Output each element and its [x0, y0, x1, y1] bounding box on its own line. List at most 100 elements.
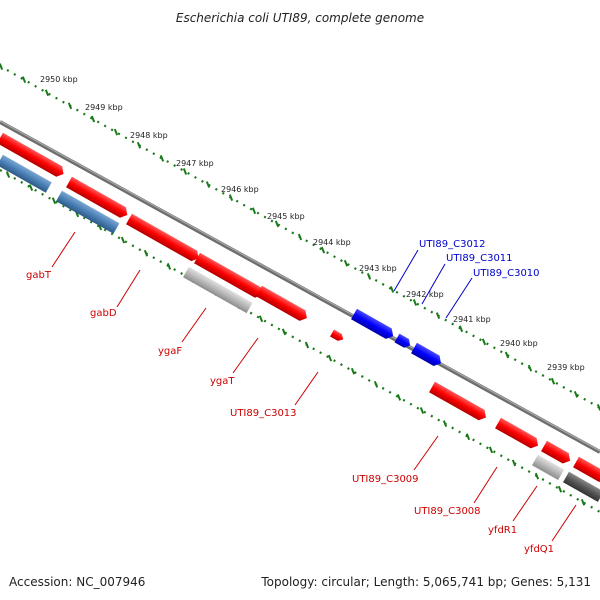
gene-bar-steel-2[interactable] — [56, 190, 120, 234]
outer-ruler-tick — [251, 207, 257, 215]
outer-ruler-tick — [504, 351, 510, 359]
gene-label-UTI89_C3011[interactable]: UTI89_C3011 — [446, 253, 513, 264]
inner-ruler-tick — [51, 197, 57, 205]
outer-ruler-tick — [550, 377, 556, 385]
inner-ruler-tick — [419, 407, 425, 414]
tick-label-2948: 2948 kbp — [130, 131, 168, 140]
outer-ruler-tick — [527, 364, 533, 372]
tick-label-2949: 2949 kbp — [85, 103, 123, 112]
inner-ruler-tick — [557, 485, 563, 493]
outer-ruler-tick — [159, 154, 165, 162]
gene-bar-yfdQ1-red[interactable] — [573, 456, 600, 485]
tick-label-2940: 2940 kbp — [500, 339, 538, 348]
inner-ruler-tick — [350, 367, 356, 375]
gene-bar-ygaF-red[interactable] — [126, 213, 202, 264]
inner-ruler-tick — [373, 380, 379, 388]
outer-ruler-tick — [412, 299, 418, 306]
tick-marks — [0, 63, 600, 506]
gene-bar-ygaT[interactable] — [194, 252, 265, 300]
gene-bar-dark-1[interactable] — [563, 471, 600, 502]
inner-ruler-tick — [327, 354, 333, 362]
tick-label-2942: 2942 kbp — [406, 290, 444, 299]
gene-labels: gabT gabD ygaF ygaT UTI89_C3013 UTI89_C3… — [26, 239, 554, 555]
outer-ruler-tick — [182, 168, 188, 175]
inner-ruler-tick — [488, 446, 494, 454]
outer-ruler-tick — [297, 233, 303, 241]
outer-ruler-tick — [458, 325, 464, 333]
gene-features — [0, 132, 600, 502]
outer-ruler-tick — [274, 220, 280, 228]
outer-ruler-tick — [481, 338, 487, 346]
outer-ruler-tick — [21, 76, 27, 84]
backbone-line — [0, 120, 600, 454]
tick-labels: 2950 kbp 2949 kbp 2948 kbp 2947 kbp 2946… — [40, 75, 585, 372]
gene-label-ygaF[interactable]: ygaF — [158, 346, 182, 357]
outer-ruler-tick — [389, 286, 395, 293]
gene-label-ygaT[interactable]: ygaT — [210, 376, 235, 387]
inner-ruler-tick — [580, 498, 586, 506]
gene-label-gabD[interactable]: gabD — [90, 308, 117, 319]
gene-bar-UTI89_C3013[interactable] — [256, 285, 310, 324]
gene-label-UTI89_C3012[interactable]: UTI89_C3012 — [419, 239, 486, 250]
inner-ruler-tick — [396, 394, 402, 401]
tick-label-2941: 2941 kbp — [453, 315, 491, 324]
gene-bar-UTI89_C3012[interactable] — [351, 308, 396, 342]
outer-ruler-tick — [205, 181, 211, 188]
tick-label-2945: 2945 kbp — [267, 212, 305, 221]
tick-label-2947: 2947 kbp — [176, 159, 214, 168]
gene-bar-small-red[interactable] — [330, 329, 345, 343]
inner-ruler-tick — [28, 184, 34, 192]
inner-ruler-tick — [465, 433, 471, 441]
outer-ruler-tick — [573, 390, 579, 398]
gene-label-UTI89_C3008[interactable]: UTI89_C3008 — [414, 506, 481, 517]
inner-ruler-tick — [442, 420, 448, 428]
outer-ruler-tick — [435, 312, 441, 320]
inner-ruler-tick — [5, 171, 11, 178]
outer-ruler-tick — [136, 141, 142, 149]
outer-ruler-tick — [366, 272, 372, 280]
inner-ruler-tick — [534, 472, 540, 480]
gene-bar-gabT[interactable] — [0, 132, 66, 179]
inner-ruler-tick — [304, 341, 310, 349]
gene-bar-UTI89_C3008[interactable] — [495, 417, 541, 451]
gene-bar-gabD[interactable] — [66, 176, 130, 220]
gene-bar-gray-2[interactable] — [532, 454, 565, 480]
outer-ruler-tick — [113, 128, 119, 136]
outer-ruler-tick — [320, 246, 326, 254]
tick-label-2950: 2950 kbp — [40, 75, 78, 84]
gene-bar-gray-1[interactable] — [183, 266, 253, 314]
tick-label-2943: 2943 kbp — [359, 264, 397, 273]
inner-ruler-tick — [281, 328, 287, 336]
outer-ruler-tick — [67, 102, 73, 110]
gene-label-yfdQ1[interactable]: yfdQ1 — [524, 544, 554, 555]
gene-label-gabT[interactable]: gabT — [26, 270, 52, 281]
gene-bar-steel-1[interactable] — [0, 154, 52, 193]
inner-ruler-tick — [143, 249, 149, 257]
gene-bar-UTI89_C3009[interactable] — [429, 381, 489, 423]
outer-ruler-tick — [343, 259, 349, 267]
gene-label-yfdR1[interactable]: yfdR1 — [488, 525, 517, 536]
outer-ruler-tick — [90, 115, 96, 123]
accession-text: Accession: NC_007946 — [9, 575, 145, 589]
inner-ruler-tick — [258, 315, 264, 323]
gene-label-UTI89_C3013[interactable]: UTI89_C3013 — [230, 408, 297, 419]
outer-ruler-tick — [228, 194, 234, 202]
tick-label-2944: 2944 kbp — [313, 238, 351, 247]
outer-ruler-tick — [44, 89, 50, 97]
gene-label-UTI89_C3009[interactable]: UTI89_C3009 — [352, 474, 419, 485]
outer-ruler-tick — [0, 63, 4, 70]
gene-bar-UTI89_C3010[interactable] — [411, 342, 444, 369]
inner-ruler-tick — [120, 236, 126, 244]
map-title: Escherichia coli UTI89, complete genome — [176, 11, 424, 25]
leader-lines — [51, 231, 577, 542]
tick-label-2946: 2946 kbp — [221, 185, 259, 194]
inner-ruler-tick — [511, 459, 517, 467]
gene-bar-yfdR1-red[interactable] — [541, 440, 573, 466]
backbone-highlight — [0, 120, 600, 452]
tick-label-2939: 2939 kbp — [547, 363, 585, 372]
gene-bar-UTI89_C3011[interactable] — [394, 333, 413, 350]
inner-ruler-tick — [166, 262, 172, 270]
inner-ruler — [0, 169, 600, 513]
gene-label-UTI89_C3010[interactable]: UTI89_C3010 — [473, 268, 540, 279]
